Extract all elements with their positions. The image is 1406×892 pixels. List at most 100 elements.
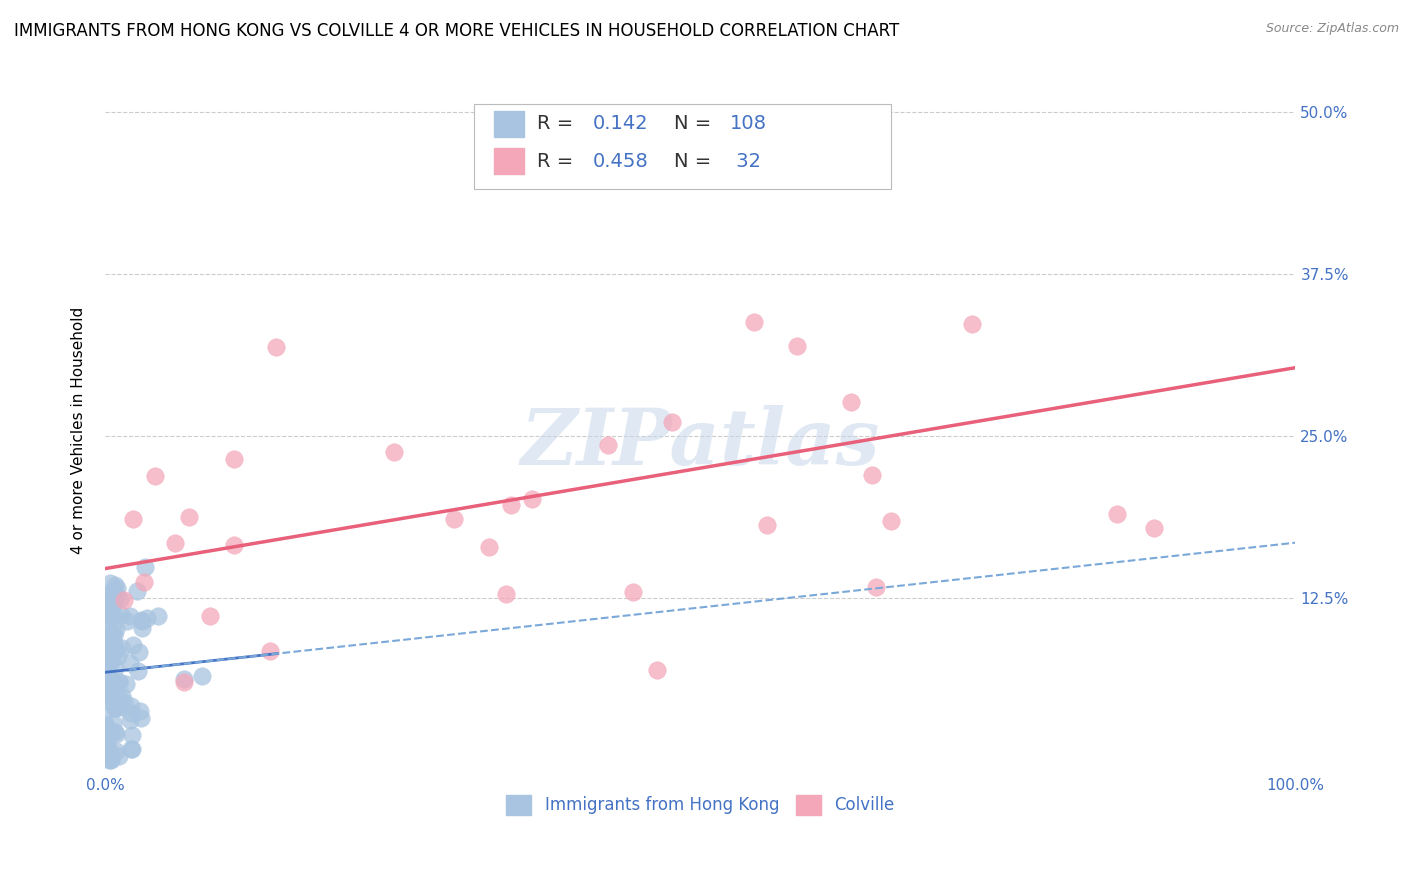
Text: R =: R =	[537, 152, 579, 170]
Point	[146, 609, 169, 624]
Point	[191, 669, 214, 683]
Point	[94, 719, 117, 733]
Point	[143, 469, 166, 483]
Point	[118, 714, 141, 728]
Point	[661, 415, 683, 429]
Point	[96, 648, 118, 663]
Point	[177, 510, 200, 524]
Point	[104, 578, 127, 592]
Text: N =: N =	[673, 114, 717, 134]
Point	[222, 452, 245, 467]
Point	[111, 689, 134, 703]
Point	[1143, 521, 1166, 535]
Point	[94, 747, 117, 762]
Point	[98, 652, 121, 666]
Point	[96, 627, 118, 641]
Legend: Immigrants from Hong Kong, Colville: Immigrants from Hong Kong, Colville	[498, 787, 903, 823]
Point	[100, 645, 122, 659]
Point	[104, 588, 127, 602]
Point	[94, 683, 117, 698]
Point	[94, 717, 117, 731]
Point	[94, 591, 117, 606]
Point	[131, 621, 153, 635]
Point	[128, 645, 150, 659]
Point	[96, 737, 118, 751]
Point	[132, 575, 155, 590]
Point	[121, 742, 143, 756]
Point	[129, 711, 152, 725]
Point	[96, 687, 118, 701]
Point	[94, 587, 117, 601]
Point	[131, 614, 153, 628]
Point	[100, 724, 122, 739]
Point	[104, 701, 127, 715]
Text: N =: N =	[673, 152, 717, 170]
Point	[97, 661, 120, 675]
Point	[224, 538, 246, 552]
Point	[101, 716, 124, 731]
Point	[786, 339, 808, 353]
Point	[742, 315, 765, 329]
Point	[163, 535, 186, 549]
Point	[173, 674, 195, 689]
Point	[839, 394, 862, 409]
Point	[96, 602, 118, 616]
Point	[98, 754, 121, 768]
Point	[97, 670, 120, 684]
Point	[94, 681, 117, 696]
Point	[120, 609, 142, 624]
Point	[115, 677, 138, 691]
Point	[501, 498, 523, 512]
Text: ZIPatlas: ZIPatlas	[520, 405, 880, 482]
Point	[96, 723, 118, 738]
Point	[97, 589, 120, 603]
Point	[103, 635, 125, 649]
Point	[111, 641, 134, 656]
Point	[122, 512, 145, 526]
Point	[522, 491, 544, 506]
Point	[104, 686, 127, 700]
FancyBboxPatch shape	[474, 103, 890, 189]
Point	[110, 607, 132, 622]
Point	[118, 657, 141, 671]
Point	[110, 695, 132, 709]
Point	[382, 444, 405, 458]
Point	[94, 643, 117, 657]
Text: Source: ZipAtlas.com: Source: ZipAtlas.com	[1265, 22, 1399, 36]
Point	[105, 622, 128, 636]
Point	[198, 609, 221, 624]
Point	[96, 653, 118, 667]
Point	[880, 514, 903, 528]
Point	[621, 585, 644, 599]
Point	[101, 624, 124, 639]
Point	[115, 615, 138, 629]
Point	[103, 609, 125, 624]
Point	[259, 644, 281, 658]
Point	[1107, 507, 1129, 521]
Point	[101, 682, 124, 697]
Point	[98, 629, 121, 643]
Bar	[495, 148, 524, 174]
Point	[105, 744, 128, 758]
Point	[962, 317, 984, 331]
Point	[121, 639, 143, 653]
Point	[127, 664, 149, 678]
Point	[121, 728, 143, 742]
Point	[100, 576, 122, 591]
Point	[103, 593, 125, 607]
Point	[108, 674, 131, 689]
Point	[101, 652, 124, 666]
Point	[94, 729, 117, 743]
Point	[96, 657, 118, 671]
Point	[173, 672, 195, 686]
Point	[105, 727, 128, 741]
Point	[103, 628, 125, 642]
Point	[865, 581, 887, 595]
Point	[103, 643, 125, 657]
Point	[264, 341, 287, 355]
Point	[98, 631, 121, 645]
Point	[105, 581, 128, 595]
Point	[98, 639, 121, 653]
Point	[101, 603, 124, 617]
Point	[104, 660, 127, 674]
